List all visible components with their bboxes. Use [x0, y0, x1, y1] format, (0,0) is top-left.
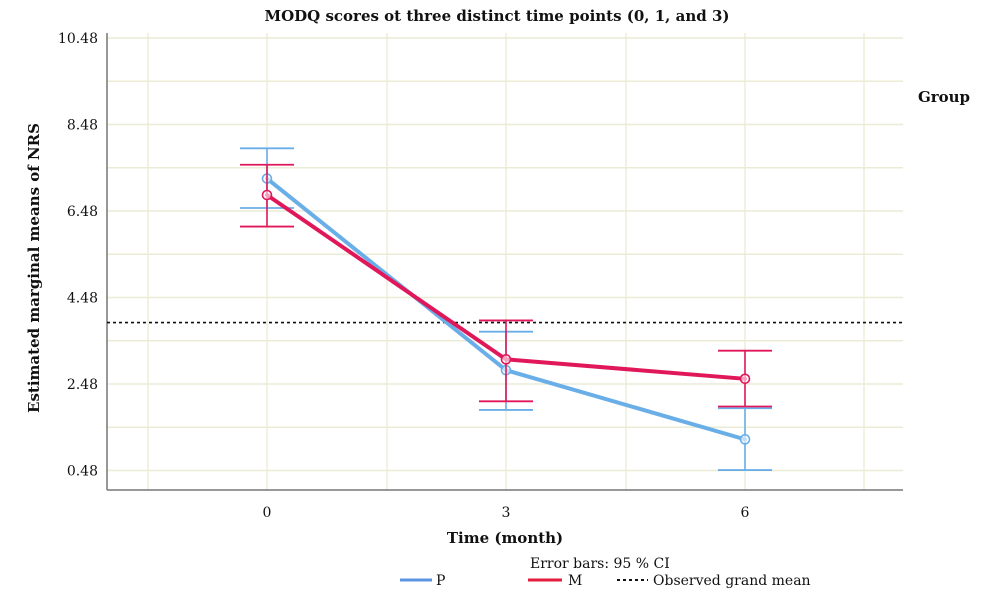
x-axis-label: Time (month)	[447, 529, 563, 547]
series-m	[240, 163, 772, 408]
legend: P M Observed grand mean	[400, 573, 811, 589]
series-layer	[240, 147, 772, 471]
data-point	[261, 189, 273, 201]
error-bar-note: Error bars: 95 % CI	[530, 556, 670, 572]
y-tick-label: 2.48	[67, 377, 98, 393]
legend-label-p: P	[436, 573, 445, 589]
y-tick-labels: 0.48 2.48 4.48 6.48 8.48 10.48	[58, 31, 98, 480]
y-axis-label: Estimated marginal means of NRS	[25, 123, 43, 413]
x-tick-label: 0	[263, 505, 272, 521]
data-point	[739, 434, 751, 445]
data-point	[739, 373, 751, 385]
gridlines	[107, 33, 903, 490]
legend-title: Group	[918, 88, 970, 106]
x-tick-labels: 0 3 6	[263, 505, 750, 521]
y-tick-label: 4.48	[67, 291, 98, 307]
axes	[106, 33, 903, 491]
data-point	[500, 354, 512, 365]
y-tick-label: 10.48	[58, 31, 98, 47]
y-tick-label: 0.48	[67, 464, 98, 480]
legend-label-grand-mean: Observed grand mean	[653, 573, 811, 589]
y-tick-label: 6.48	[67, 204, 98, 220]
legend-label-m: M	[568, 573, 582, 589]
chart-title: MODQ scores ot three distinct time point…	[265, 7, 730, 25]
x-tick-label: 6	[741, 505, 750, 521]
x-tick-label: 3	[502, 505, 511, 521]
y-tick-label: 8.48	[67, 118, 98, 134]
